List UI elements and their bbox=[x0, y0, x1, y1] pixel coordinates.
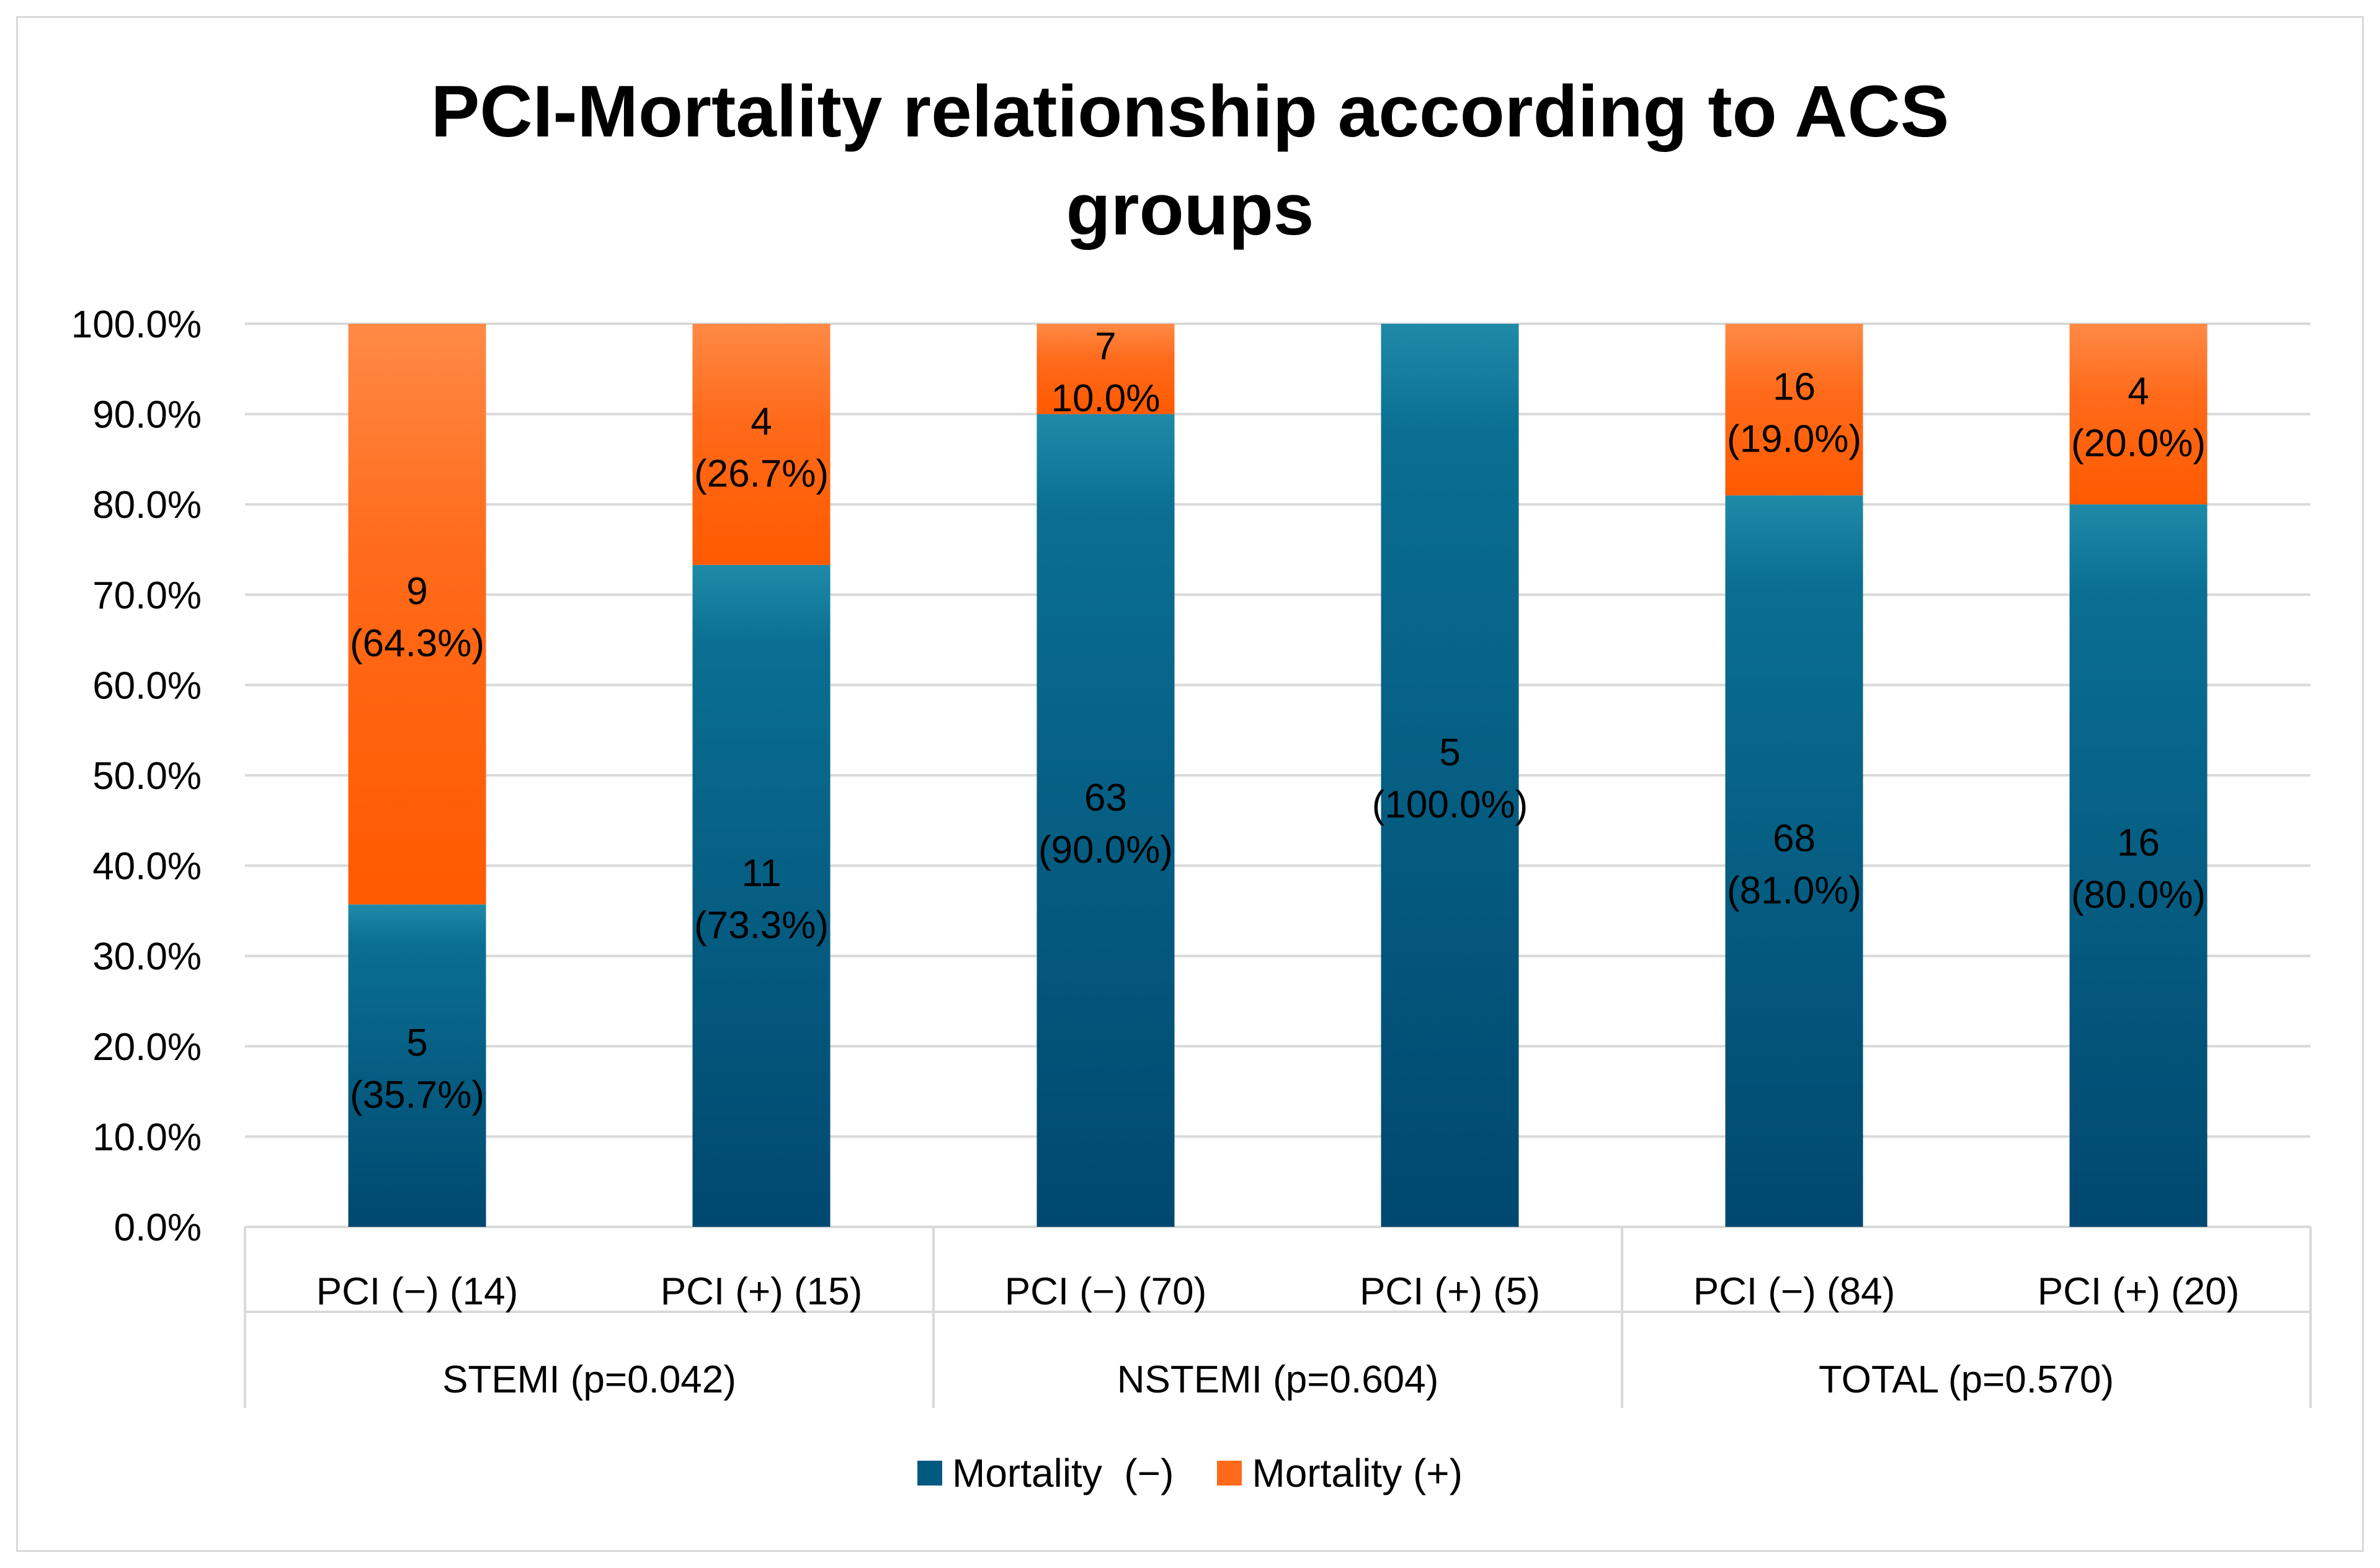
data-label-count: 9 bbox=[406, 570, 427, 613]
legend-item-mortality-positive: Mortality (+) bbox=[1217, 1450, 1463, 1496]
group-label: STEMI (p=0.042) bbox=[442, 1358, 736, 1401]
y-tick-label: 40.0% bbox=[92, 845, 202, 888]
bar-mortality-positive bbox=[1036, 324, 1175, 414]
data-label-percent: (73.3%) bbox=[694, 904, 829, 947]
y-tick-label: 90.0% bbox=[92, 394, 202, 437]
category-label: PCI (−) (70) bbox=[1005, 1270, 1207, 1313]
bar-mortality-negative bbox=[2069, 504, 2208, 1227]
data-label-count: 4 bbox=[751, 400, 772, 443]
chart-title-line-2: groups bbox=[1066, 169, 1314, 251]
y-tick-label: 70.0% bbox=[92, 574, 202, 617]
category-label: PCI (+) (20) bbox=[2038, 1270, 2240, 1313]
y-tick-label: 50.0% bbox=[92, 755, 202, 798]
group-label: NSTEMI (p=0.604) bbox=[1117, 1358, 1439, 1401]
data-label-count: 63 bbox=[1084, 777, 1127, 819]
y-tick-label: 10.0% bbox=[92, 1116, 202, 1159]
bar-mortality-negative bbox=[1036, 414, 1175, 1227]
legend-swatch-mortality-negative bbox=[917, 1461, 943, 1486]
data-label-percent: (26.7%) bbox=[694, 452, 829, 495]
bar-mortality-positive bbox=[692, 324, 831, 565]
data-label-count: 5 bbox=[1439, 731, 1460, 774]
legend-item-mortality-negative: Mortality (−) bbox=[917, 1450, 1174, 1496]
bar-mortality-negative bbox=[692, 564, 831, 1227]
y-tick-label: 20.0% bbox=[92, 1026, 202, 1069]
legend-swatch-mortality-positive bbox=[1217, 1461, 1242, 1486]
category-label: PCI (+) (15) bbox=[661, 1270, 863, 1313]
data-label-percent: (81.0%) bbox=[1727, 869, 1861, 912]
data-label-percent: 10.0% bbox=[1051, 377, 1161, 420]
data-label-percent: (19.0%) bbox=[1727, 417, 1861, 460]
data-label-count: 11 bbox=[741, 852, 781, 894]
data-label-count: 68 bbox=[1773, 817, 1816, 860]
data-label-percent: (100.0%) bbox=[1372, 783, 1528, 826]
y-tick-label: 100.0% bbox=[71, 303, 202, 346]
category-label: PCI (+) (5) bbox=[1360, 1270, 1540, 1313]
category-label: PCI (−) (84) bbox=[1693, 1270, 1896, 1313]
bar-mortality-positive bbox=[348, 324, 486, 905]
bar-mortality-negative bbox=[348, 904, 486, 1227]
data-label-count: 4 bbox=[2128, 370, 2149, 413]
data-label-percent: (20.0%) bbox=[2071, 422, 2206, 465]
y-tick-label: 30.0% bbox=[92, 935, 202, 978]
data-label-count: 5 bbox=[406, 1022, 427, 1064]
legend: Mortality (−) Mortality (+) bbox=[0, 1450, 2380, 1496]
bar-mortality-negative bbox=[1725, 495, 1863, 1227]
data-label-percent: (35.7%) bbox=[350, 1074, 484, 1116]
data-label-count: 7 bbox=[1095, 325, 1116, 368]
chart-title-line-1: PCI-Mortality relationship according to … bbox=[430, 71, 1950, 153]
data-label-count: 16 bbox=[2117, 822, 2160, 865]
group-label: TOTAL (p=0.570) bbox=[1819, 1358, 2114, 1401]
y-tick-label: 0.0% bbox=[114, 1206, 202, 1249]
category-label: PCI (−) (14) bbox=[316, 1270, 519, 1313]
legend-label-mortality-positive: Mortality (+) bbox=[1252, 1451, 1463, 1495]
y-tick-label: 80.0% bbox=[92, 484, 202, 527]
data-label-percent: (64.3%) bbox=[350, 622, 484, 665]
data-label-count: 16 bbox=[1773, 365, 1816, 408]
legend-label-mortality-negative: Mortality (−) bbox=[952, 1451, 1174, 1495]
bar-mortality-negative bbox=[1381, 324, 1519, 1227]
bar-mortality-positive bbox=[1725, 324, 1863, 496]
y-tick-label: 60.0% bbox=[92, 664, 202, 707]
data-label-percent: (80.0%) bbox=[2071, 874, 2206, 917]
data-label-percent: (90.0%) bbox=[1038, 829, 1173, 871]
bar-mortality-positive bbox=[2069, 324, 2208, 505]
